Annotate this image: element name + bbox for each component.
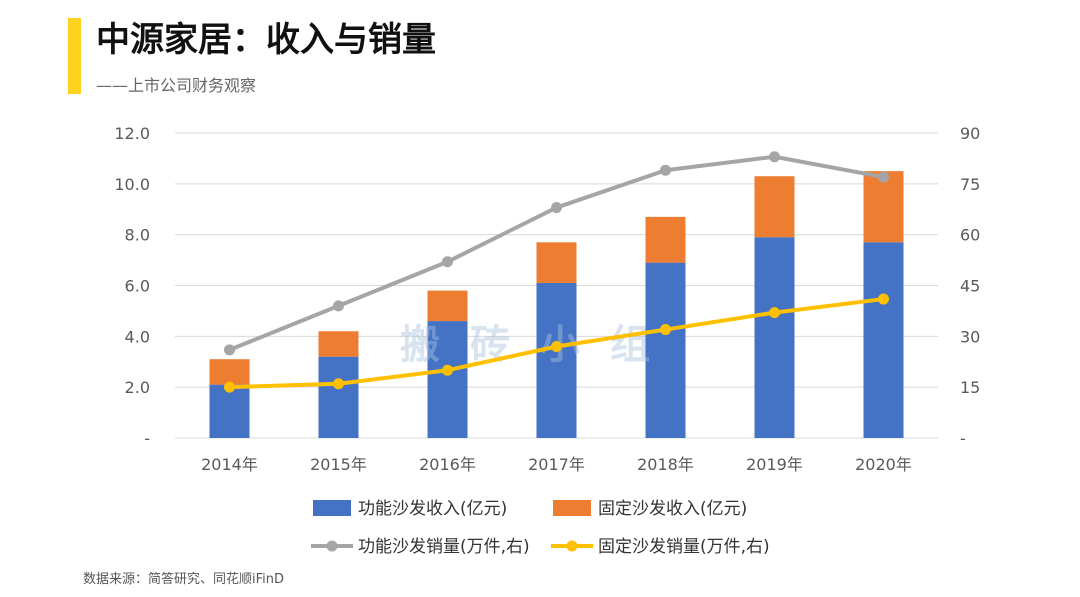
left-tick-label: 12.0: [114, 124, 150, 143]
point-fixed-volume: [442, 364, 453, 376]
point-fixed-volume: [769, 307, 780, 319]
point-functional-volume: [224, 344, 235, 356]
x-tick-label: 2016年: [419, 455, 476, 474]
point-fixed-volume: [551, 341, 562, 352]
x-tick-label: 2018年: [637, 455, 694, 474]
x-tick-label: 2019年: [746, 455, 803, 474]
bar-functional-revenue: [645, 262, 686, 438]
legend-fixed-volume-marker: [566, 540, 578, 552]
bar-functional-revenue: [427, 321, 468, 438]
legend: 功能沙发收入(亿元) 固定沙发收入(亿元) 功能沙发销量(万件,右) 固定沙发销量(万…: [311, 499, 770, 557]
right-axis-ticks: - 15 30 45 60 75 90: [960, 124, 980, 448]
left-tick-label: 4.0: [125, 327, 150, 346]
bar-functional-revenue: [318, 356, 359, 438]
x-axis-ticks: 2014年 2015年 2016年 2017年 2018年 2019年 2020年: [201, 455, 912, 474]
left-axis-ticks: - 2.0 4.0 6.0 8.0 10.0 12.0: [114, 124, 150, 448]
right-tick-label: 60: [960, 226, 980, 245]
bar-functional-revenue: [754, 237, 795, 438]
right-tick-label: 90: [960, 124, 980, 143]
bar-fixed-revenue: [536, 242, 577, 283]
legend-fixed-revenue-label: 固定沙发收入(亿元): [598, 499, 747, 519]
left-tick-label: 8.0: [125, 226, 150, 245]
page-subtitle: ——上市公司财务观察: [96, 76, 257, 95]
x-tick-label: 2015年: [310, 455, 367, 474]
point-functional-volume: [769, 151, 780, 163]
series-lines: [224, 151, 889, 393]
x-tick-label: 2017年: [528, 455, 585, 474]
point-fixed-volume: [333, 378, 344, 390]
left-tick-label: 10.0: [114, 175, 150, 194]
bar-functional-revenue: [536, 282, 577, 438]
data-source-note: 数据来源：简答研究、同花顺iFinD: [83, 572, 285, 587]
bar-fixed-revenue: [754, 176, 795, 238]
title-accent-bar: [68, 18, 81, 94]
point-fixed-volume: [878, 293, 889, 305]
point-functional-volume: [660, 164, 671, 176]
point-fixed-volume: [224, 381, 235, 393]
legend-functional-revenue-swatch: [313, 500, 351, 516]
bar-functional-revenue: [209, 384, 250, 438]
stacked-bars: [209, 171, 904, 438]
page-title: 中源家居：收入与销量: [96, 20, 436, 60]
bar-fixed-revenue: [209, 359, 250, 385]
x-tick-label: 2020年: [855, 455, 912, 474]
legend-fixed-revenue-swatch: [553, 500, 591, 516]
left-tick-label: 6.0: [125, 277, 150, 296]
right-tick-label: 30: [960, 327, 980, 346]
bar-fixed-revenue: [645, 216, 686, 263]
x-tick-label: 2014年: [201, 455, 258, 474]
bar-fixed-revenue: [427, 290, 468, 322]
bar-fixed-revenue: [318, 331, 359, 357]
legend-functional-volume-marker: [326, 540, 338, 552]
bar-functional-revenue: [863, 242, 904, 438]
point-functional-volume: [442, 256, 453, 268]
right-tick-label: 15: [960, 378, 980, 397]
right-tick-label: -: [960, 429, 966, 448]
point-fixed-volume: [660, 324, 671, 336]
legend-functional-volume-label: 功能沙发销量(万件,右): [358, 537, 530, 557]
point-functional-volume: [333, 300, 344, 312]
point-functional-volume: [551, 202, 562, 214]
left-tick-label: -: [144, 429, 150, 448]
point-functional-volume: [878, 171, 889, 183]
right-tick-label: 45: [960, 277, 980, 296]
bar-fixed-revenue: [863, 171, 904, 243]
legend-fixed-volume-label: 固定沙发销量(万件,右): [598, 537, 770, 557]
right-tick-label: 75: [960, 175, 980, 194]
legend-functional-revenue-label: 功能沙发收入(亿元): [358, 499, 507, 519]
left-tick-label: 2.0: [125, 378, 150, 397]
watermark: 搬砖小组: [400, 322, 680, 368]
